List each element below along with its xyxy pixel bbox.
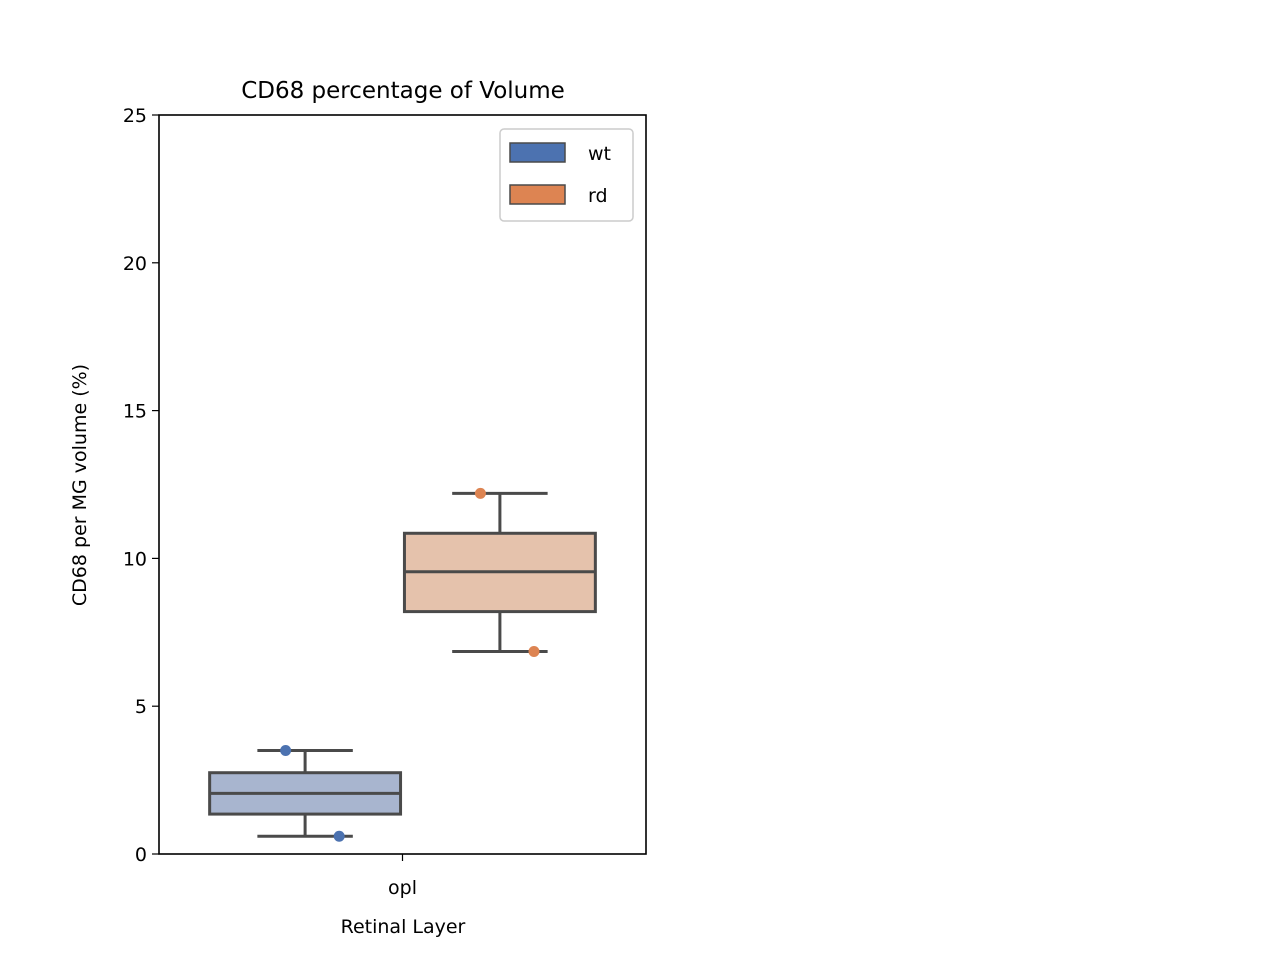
y-tick-label: 5 [135, 696, 147, 718]
legend-label-wt: wt [588, 143, 611, 165]
data-point [474, 487, 486, 499]
axis-ticks: 0 5 10 15 20 25 opl [123, 105, 417, 899]
axes-frame [158, 114, 647, 855]
data-point [333, 830, 345, 842]
y-tick-label: 0 [135, 844, 147, 866]
data-point [528, 646, 540, 658]
box-wt [208, 745, 403, 842]
x-tick-label: opl [388, 877, 417, 899]
y-tick-label: 25 [123, 105, 147, 127]
legend-swatch-wt [509, 142, 566, 163]
y-tick-label: 20 [123, 253, 147, 275]
box-rd [402, 487, 597, 658]
y-axis-label: CD68 per MG volume (%) [69, 364, 91, 606]
chart-title: CD68 percentage of Volume [241, 78, 565, 104]
y-tick-label: 15 [123, 401, 147, 423]
x-axis-label: Retinal Layer [341, 916, 466, 938]
legend: wt rd [499, 128, 634, 222]
legend-label-rd: rd [588, 185, 608, 207]
legend-swatch-rd [509, 184, 566, 205]
y-tick-label: 10 [123, 548, 147, 570]
data-point [280, 745, 292, 757]
plot-area [158, 114, 647, 855]
